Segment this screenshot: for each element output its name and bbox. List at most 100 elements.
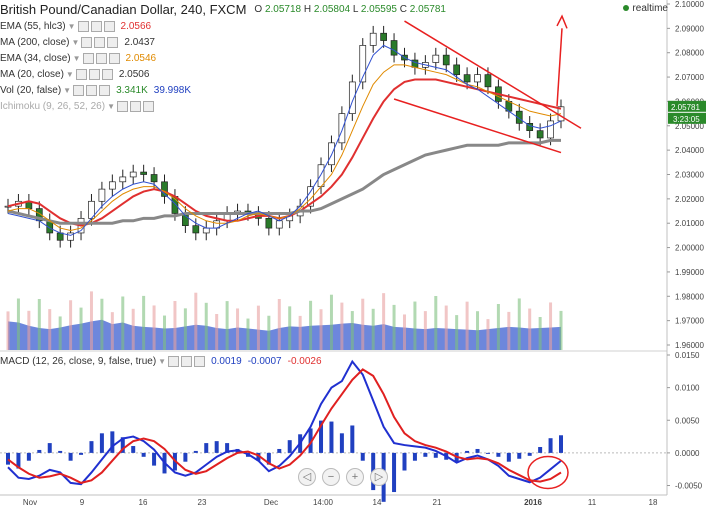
- candle: [463, 74, 471, 83]
- settings-icon[interactable]: [86, 84, 98, 96]
- close-icon[interactable]: [194, 356, 206, 367]
- x-tick-label: 9: [80, 498, 85, 507]
- candle: [67, 232, 74, 241]
- macd-histogram-bar: [110, 431, 115, 453]
- macd-histogram-bar: [131, 446, 136, 453]
- settings-icon[interactable]: [95, 52, 107, 64]
- chevron-down-icon[interactable]: ▼: [71, 37, 80, 47]
- candle: [359, 45, 367, 83]
- macd-histogram-bar: [548, 438, 553, 453]
- volume-bar: [37, 299, 41, 350]
- macd-histogram-bar: [193, 450, 198, 453]
- y-tick-label: 2.02000: [675, 195, 704, 204]
- candle: [338, 113, 346, 144]
- candle: [275, 220, 283, 229]
- x-tick-label: 14: [373, 498, 382, 507]
- low-value: 2.05595: [360, 4, 397, 15]
- volume-bar: [538, 317, 542, 350]
- candle: [515, 110, 523, 124]
- legend-label[interactable]: Vol (20, false): [0, 84, 62, 96]
- candle: [140, 171, 147, 175]
- settings-icon[interactable]: [94, 36, 106, 48]
- chevron-down-icon[interactable]: ▼: [67, 21, 76, 31]
- chevron-down-icon[interactable]: ▼: [72, 53, 81, 63]
- eye-icon[interactable]: [82, 52, 94, 64]
- close-icon[interactable]: [103, 20, 115, 32]
- volume-bar: [27, 310, 31, 350]
- scroll-right-button[interactable]: ▷: [370, 468, 388, 486]
- volume-bar: [350, 311, 354, 350]
- chart-header: British Pound/Canadian Dollar, 240, FXCM…: [0, 2, 446, 17]
- macd-histogram-bar: [214, 441, 219, 453]
- eye-icon[interactable]: [81, 36, 93, 48]
- volume-bar: [110, 312, 114, 350]
- macd-y-tick-label: 0.0050: [675, 416, 700, 425]
- symbol-title[interactable]: British Pound/Canadian Dollar, 240, FXCM: [0, 2, 247, 17]
- legend-row[interactable]: Ichimoku (9, 26, 52, 26) ▼: [0, 98, 191, 114]
- chevron-down-icon[interactable]: ▼: [107, 101, 115, 111]
- volume-bar: [173, 301, 177, 350]
- x-tick-label: 2016: [524, 498, 542, 507]
- macd-line: [7, 359, 562, 486]
- ma-line: [7, 138, 561, 225]
- zoom-out-button[interactable]: −: [322, 468, 340, 486]
- volume-bar: [277, 299, 281, 350]
- realtime-indicator: realtime: [623, 3, 668, 14]
- legend-label[interactable]: EMA (34, close): [0, 52, 71, 64]
- zoom-controls: ◁ − + ▷: [298, 468, 388, 486]
- macd-histogram-bar: [506, 452, 511, 462]
- legend-label[interactable]: MA (20, close): [0, 68, 64, 80]
- signal-line: [7, 368, 562, 484]
- legend-row[interactable]: Vol (20, false) ▼ 3.341K 39.998K: [0, 82, 191, 98]
- macd-label[interactable]: MACD (12, 26, close, 9, false, true): [0, 356, 157, 367]
- eye-icon[interactable]: [168, 356, 180, 367]
- volume-bar: [58, 316, 62, 350]
- chevron-down-icon[interactable]: ▼: [63, 85, 72, 95]
- zoom-in-button[interactable]: +: [346, 468, 364, 486]
- volume-bar: [496, 304, 500, 350]
- scroll-left-button[interactable]: ◁: [298, 468, 316, 486]
- legend-label[interactable]: Ichimoku (9, 26, 52, 26): [0, 100, 106, 112]
- x-tick-label: 21: [433, 498, 442, 507]
- settings-icon[interactable]: [129, 100, 141, 112]
- close-icon[interactable]: [107, 36, 119, 48]
- volume-bar: [465, 301, 469, 350]
- candle: [119, 176, 127, 183]
- settings-icon[interactable]: [88, 68, 100, 80]
- legend-row[interactable]: EMA (34, close) ▼ 2.0546: [0, 50, 191, 66]
- candle: [265, 217, 273, 229]
- close-icon[interactable]: [142, 100, 154, 112]
- legend-label[interactable]: MA (200, close): [0, 36, 70, 48]
- eye-icon[interactable]: [73, 84, 85, 96]
- legend-row[interactable]: MA (20, close) ▼ 2.0506: [0, 66, 191, 82]
- macd-histogram-bar: [152, 452, 157, 466]
- volume-bar: [309, 300, 313, 350]
- macd-histogram-bar: [58, 450, 63, 453]
- legend-row[interactable]: EMA (55, hlc3) ▼ 2.0566: [0, 18, 191, 34]
- y-tick-label: 1.97000: [675, 317, 704, 326]
- macd-histogram-bar: [47, 443, 52, 453]
- close-icon[interactable]: [108, 52, 120, 64]
- eye-icon[interactable]: [75, 68, 87, 80]
- open-value: 2.05718: [264, 4, 302, 15]
- macd-histogram-bar: [527, 452, 532, 456]
- y-tick-label: 2.08000: [675, 49, 704, 58]
- settings-icon[interactable]: [181, 356, 193, 367]
- settings-icon[interactable]: [90, 20, 102, 32]
- close-icon[interactable]: [99, 84, 111, 96]
- x-tick-label: 18: [649, 498, 658, 507]
- close-icon[interactable]: [101, 68, 113, 80]
- chevron-down-icon[interactable]: ▼: [65, 69, 74, 79]
- legend-row[interactable]: MA (200, close) ▼ 2.0437: [0, 34, 191, 50]
- y-tick-label: 2.03000: [675, 171, 704, 180]
- macd-histogram-bar: [204, 443, 209, 453]
- eye-icon[interactable]: [77, 20, 89, 32]
- arrow-up-icon: [556, 28, 563, 107]
- y-tick-label: 2.07000: [675, 73, 704, 82]
- macd-histogram-bar: [6, 452, 10, 465]
- macd-histogram-bar: [339, 433, 344, 453]
- legend-label[interactable]: EMA (55, hlc3): [0, 20, 66, 32]
- eye-icon[interactable]: [116, 100, 128, 112]
- volume-bar: [267, 315, 271, 350]
- chevron-down-icon[interactable]: ▼: [158, 357, 167, 366]
